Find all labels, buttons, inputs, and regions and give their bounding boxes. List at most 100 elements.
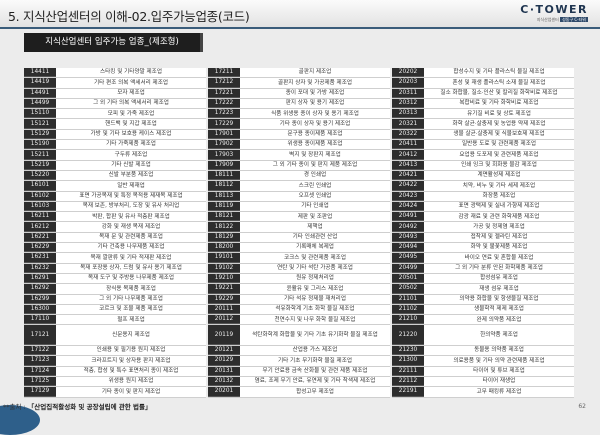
industry-name: 구두류 제조업 [56, 150, 206, 160]
industry-name: 골판지 상자 및 가공제품 제조업 [240, 78, 390, 88]
industry-name: 질소 화합물, 질소·인산 및 칼리질 화학비료 제조업 [424, 88, 574, 98]
industry-code: 20413 [392, 160, 424, 170]
table-row: 17129 기타 종이 및 판지 제조업 [24, 387, 206, 398]
industry-name: 원유 정제처리업 [240, 273, 390, 284]
table-row: 20202 합성수지 및 기타 플라스틱 물질 제조업 [392, 68, 574, 79]
industry-code: 16291 [24, 273, 56, 284]
industry-name: 화장품 제조업 [424, 191, 574, 201]
table-row: 17903 벽지 및 장판지 제조업 [208, 150, 390, 161]
table-row: 20121 산업용 가스 제조업 [208, 346, 390, 357]
industry-code: 18111 [208, 170, 240, 181]
industry-code: 20311 [392, 88, 424, 98]
industry-name: 기타 인쇄관련 산업 [240, 232, 390, 243]
industry-name: 한의약품 제조업 [424, 325, 574, 346]
table-column-group: 14411 스타킹 및 기타양말 제조업 14419 기타 편조 의복 액세서리 제조… [24, 68, 206, 398]
table-row: 17909 그 외 기타 종이 및 판지 제품 제조업 [208, 160, 390, 171]
table-row: 17110 펄프 제조업 [24, 315, 206, 326]
industry-name: 강화 및 재생 목재 제조업 [56, 222, 206, 232]
industry-name: 타이어 재생업 [424, 376, 574, 387]
industry-name: 화약 및 불꽃제품 제조업 [424, 243, 574, 253]
industry-code: 19229 [208, 294, 240, 304]
table-row: 20493 접착제 및 젤라틴 제조업 [392, 232, 574, 244]
table-row: 21230 동물용 의약품 제조업 [392, 346, 574, 357]
industry-code: 20495 [392, 253, 424, 263]
industry-code: 22191 [392, 387, 424, 397]
industry-code: 15211 [24, 150, 56, 160]
industry-name: 일반용 도료 및 관련제품 제조업 [424, 140, 574, 150]
table-row: 20501 합성섬유 제조업 [392, 273, 574, 285]
industry-code: 22112 [392, 376, 424, 387]
table-row: 20313 유기질 비료 및 상토 제조업 [392, 109, 574, 120]
industry-code: 17211 [208, 68, 240, 78]
source-law: 「산업집적활성화 및 공장설립에 관한 법률」 [27, 403, 152, 411]
industry-name: 목재 깔판류 및 기타 적재판 제조업 [56, 253, 206, 263]
industry-name: 일반 제재업 [56, 181, 206, 191]
table-row: 15220 신발 부분품 제조업 [24, 170, 206, 182]
table-row: 19102 연탄 및 기타 석탄 가공품 제조업 [208, 263, 390, 274]
industry-code: 19101 [208, 253, 240, 263]
table-row: 17212 골판지 상자 및 가공제품 제조업 [208, 78, 390, 89]
table-row: 16291 목재 도구 및 주방용 나무제품 제조업 [24, 273, 206, 285]
industry-name: 위생용 원지 제조업 [56, 376, 206, 387]
industry-name: 제판 및 조판업 [240, 212, 390, 222]
table-row: 19101 코크스 및 관련제품 제조업 [208, 253, 390, 264]
industry-name: 박판, 합판 및 유사 적층판 제조업 [56, 212, 206, 222]
industry-code: 16211 [24, 212, 56, 222]
industry-code: 16300 [24, 304, 56, 315]
industry-name: 의료용품 및 기타 의약 관련제품 제조업 [424, 356, 574, 366]
industry-name: 화학 살균·살충제 및 농업용 약제 제조업 [424, 119, 574, 129]
industry-code: 18121 [208, 212, 240, 222]
industry-code-table: 14411 스타킹 및 기타양말 제조업 14419 기타 편조 의복 액세서리 제조… [24, 68, 574, 398]
industry-code: 21230 [392, 346, 424, 356]
logo-sub-text: 지식산업센터 [536, 17, 559, 22]
industry-name: 감광 재료 및 관련 화학제품 제조업 [424, 212, 574, 222]
industry-name: 재생 섬유 제조업 [424, 284, 574, 294]
table-row: 20494 화약 및 불꽃제품 제조업 [392, 243, 574, 254]
table-row: 20491 감광 재료 및 관련 화학제품 제조업 [392, 212, 574, 223]
table-row: 16292 장식용 목제품 제조업 [24, 284, 206, 295]
industry-code: 14411 [24, 68, 56, 78]
industry-code: 16102 [24, 191, 56, 201]
industry-code: 20132 [208, 376, 240, 387]
industry-name: 유기질 비료 및 상토 제조업 [424, 109, 574, 119]
table-row: 21210 완제 의약품 제조업 [392, 315, 574, 326]
industry-code: 20202 [392, 68, 424, 78]
table-row: 20411 일반용 도료 및 관련제품 제조업 [392, 140, 574, 151]
industry-code: 20492 [392, 222, 424, 232]
industry-name: 표면 가공목재 및 특정 목적용 제재목 제조업 [56, 191, 206, 201]
industry-name: 무기 안료용 금속 산화물 및 관련 제품 제조업 [240, 366, 390, 376]
table-row: 21300 의료용품 및 기타 의약 관련제품 제조업 [392, 356, 574, 367]
industry-name: 계면활성제 제조업 [424, 170, 574, 181]
industry-name: 핸드백 및 지갑 제조업 [56, 119, 206, 129]
industry-code: 20421 [392, 170, 424, 181]
table-row: 20422 치약, 비누 및 기타 세제 제조업 [392, 181, 574, 192]
industry-code: 22111 [392, 366, 424, 376]
industry-code: 19210 [208, 273, 240, 284]
table-row: 22112 타이어 재생업 [392, 376, 574, 388]
industry-name: 신발 부분품 제조업 [56, 170, 206, 181]
table-row: 20312 복합비료 및 기타 화학비료 제조업 [392, 98, 574, 110]
industry-code: 16232 [24, 263, 56, 273]
industry-code: 19102 [208, 263, 240, 273]
table-row: 20499 그 외 기타 분류 안된 화학제품 제조업 [392, 263, 574, 274]
industry-code: 20321 [392, 119, 424, 129]
industry-name: 기타 편조 의복 액세서리 제조업 [56, 78, 206, 88]
table-row: 14499 그 외 기타 의복 액세서리 제조업 [24, 98, 206, 110]
table-row: 14491 모자 제조업 [24, 88, 206, 99]
industry-name: 크라프트지 및 상자용 판지 제조업 [56, 356, 206, 366]
industry-name: 가방 및 기타 보호용 케이스 제조업 [56, 129, 206, 140]
industry-name: 고무 패킹류 제조업 [424, 387, 574, 397]
industry-code: 17229 [208, 119, 240, 129]
table-row: 16101 일반 제재업 [24, 181, 206, 192]
industry-name: 신문용지 제조업 [56, 325, 206, 346]
industry-code: 20491 [392, 212, 424, 222]
industry-code: 20129 [208, 356, 240, 366]
industry-code: 20502 [392, 284, 424, 294]
industry-code: 17122 [24, 346, 56, 356]
industry-name: 문구용 종이제품 제조업 [240, 129, 390, 140]
industry-code: 21220 [392, 325, 424, 346]
industry-name: 윤활유 및 그리스 제조업 [240, 284, 390, 294]
industry-name: 합성섬유 제조업 [424, 273, 574, 284]
table-row: 16229 기타 건축용 나무제품 제조업 [24, 243, 206, 254]
industry-code: 17901 [208, 129, 240, 140]
